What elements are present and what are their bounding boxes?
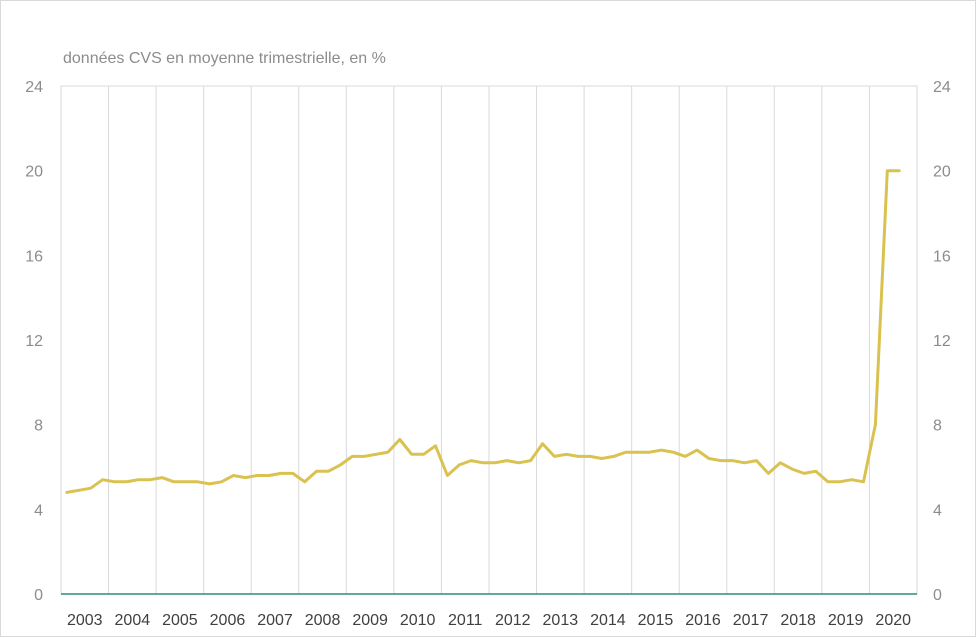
x-tick-label: 2018 xyxy=(780,612,816,629)
x-tick-label: 2006 xyxy=(210,612,246,629)
chart-subtitle: données CVS en moyenne trimestrielle, en… xyxy=(63,50,386,67)
y-tick-label-right: 8 xyxy=(933,418,942,435)
y-tick-label-left: 4 xyxy=(34,502,43,519)
series-group xyxy=(65,169,901,494)
x-tick-label: 2017 xyxy=(733,612,769,629)
y-tick-label-left: 16 xyxy=(25,248,43,265)
x-tick-label: 2019 xyxy=(828,612,864,629)
y-tick-label-right: 16 xyxy=(933,248,951,265)
y-tick-label-right: 0 xyxy=(933,587,942,604)
x-tick-label: 2011 xyxy=(448,612,483,629)
y-axis-left: 0 4 8 12 16 20 24 xyxy=(25,79,43,604)
y-tick-label-right: 4 xyxy=(933,502,942,519)
y-axis-right: 0 4 8 12 16 20 24 xyxy=(933,79,951,604)
y-tick-label-right: 12 xyxy=(933,333,951,350)
y-tick-label-right: 20 xyxy=(933,164,951,181)
x-tick-label: 2013 xyxy=(543,612,579,629)
x-tick-label: 2012 xyxy=(495,612,531,629)
x-tick-label: 2003 xyxy=(67,612,103,629)
x-axis: 2003 2004 2005 2006 2007 2008 2009 2010 2011 2012… xyxy=(67,612,911,629)
y-tick-label-right: 24 xyxy=(933,79,951,96)
x-tick-label: 2010 xyxy=(400,612,436,629)
x-tick-label: 2004 xyxy=(115,612,151,629)
x-tick-label: 2005 xyxy=(162,612,198,629)
y-tick-label-left: 20 xyxy=(25,164,43,181)
x-tick-label: 2008 xyxy=(305,612,341,629)
series-line xyxy=(65,169,901,494)
x-tick-label: 2009 xyxy=(352,612,388,629)
x-tick-label: 2020 xyxy=(875,612,911,629)
x-tick-label: 2015 xyxy=(638,612,674,629)
x-tick-label: 2014 xyxy=(590,612,626,629)
y-tick-label-left: 8 xyxy=(34,418,43,435)
y-tick-label-left: 0 xyxy=(34,587,43,604)
y-tick-label-left: 12 xyxy=(25,333,43,350)
x-tick-label: 2007 xyxy=(257,612,293,629)
gridlines xyxy=(108,86,870,594)
x-tick-label: 2016 xyxy=(685,612,721,629)
y-tick-label-left: 24 xyxy=(25,79,43,96)
